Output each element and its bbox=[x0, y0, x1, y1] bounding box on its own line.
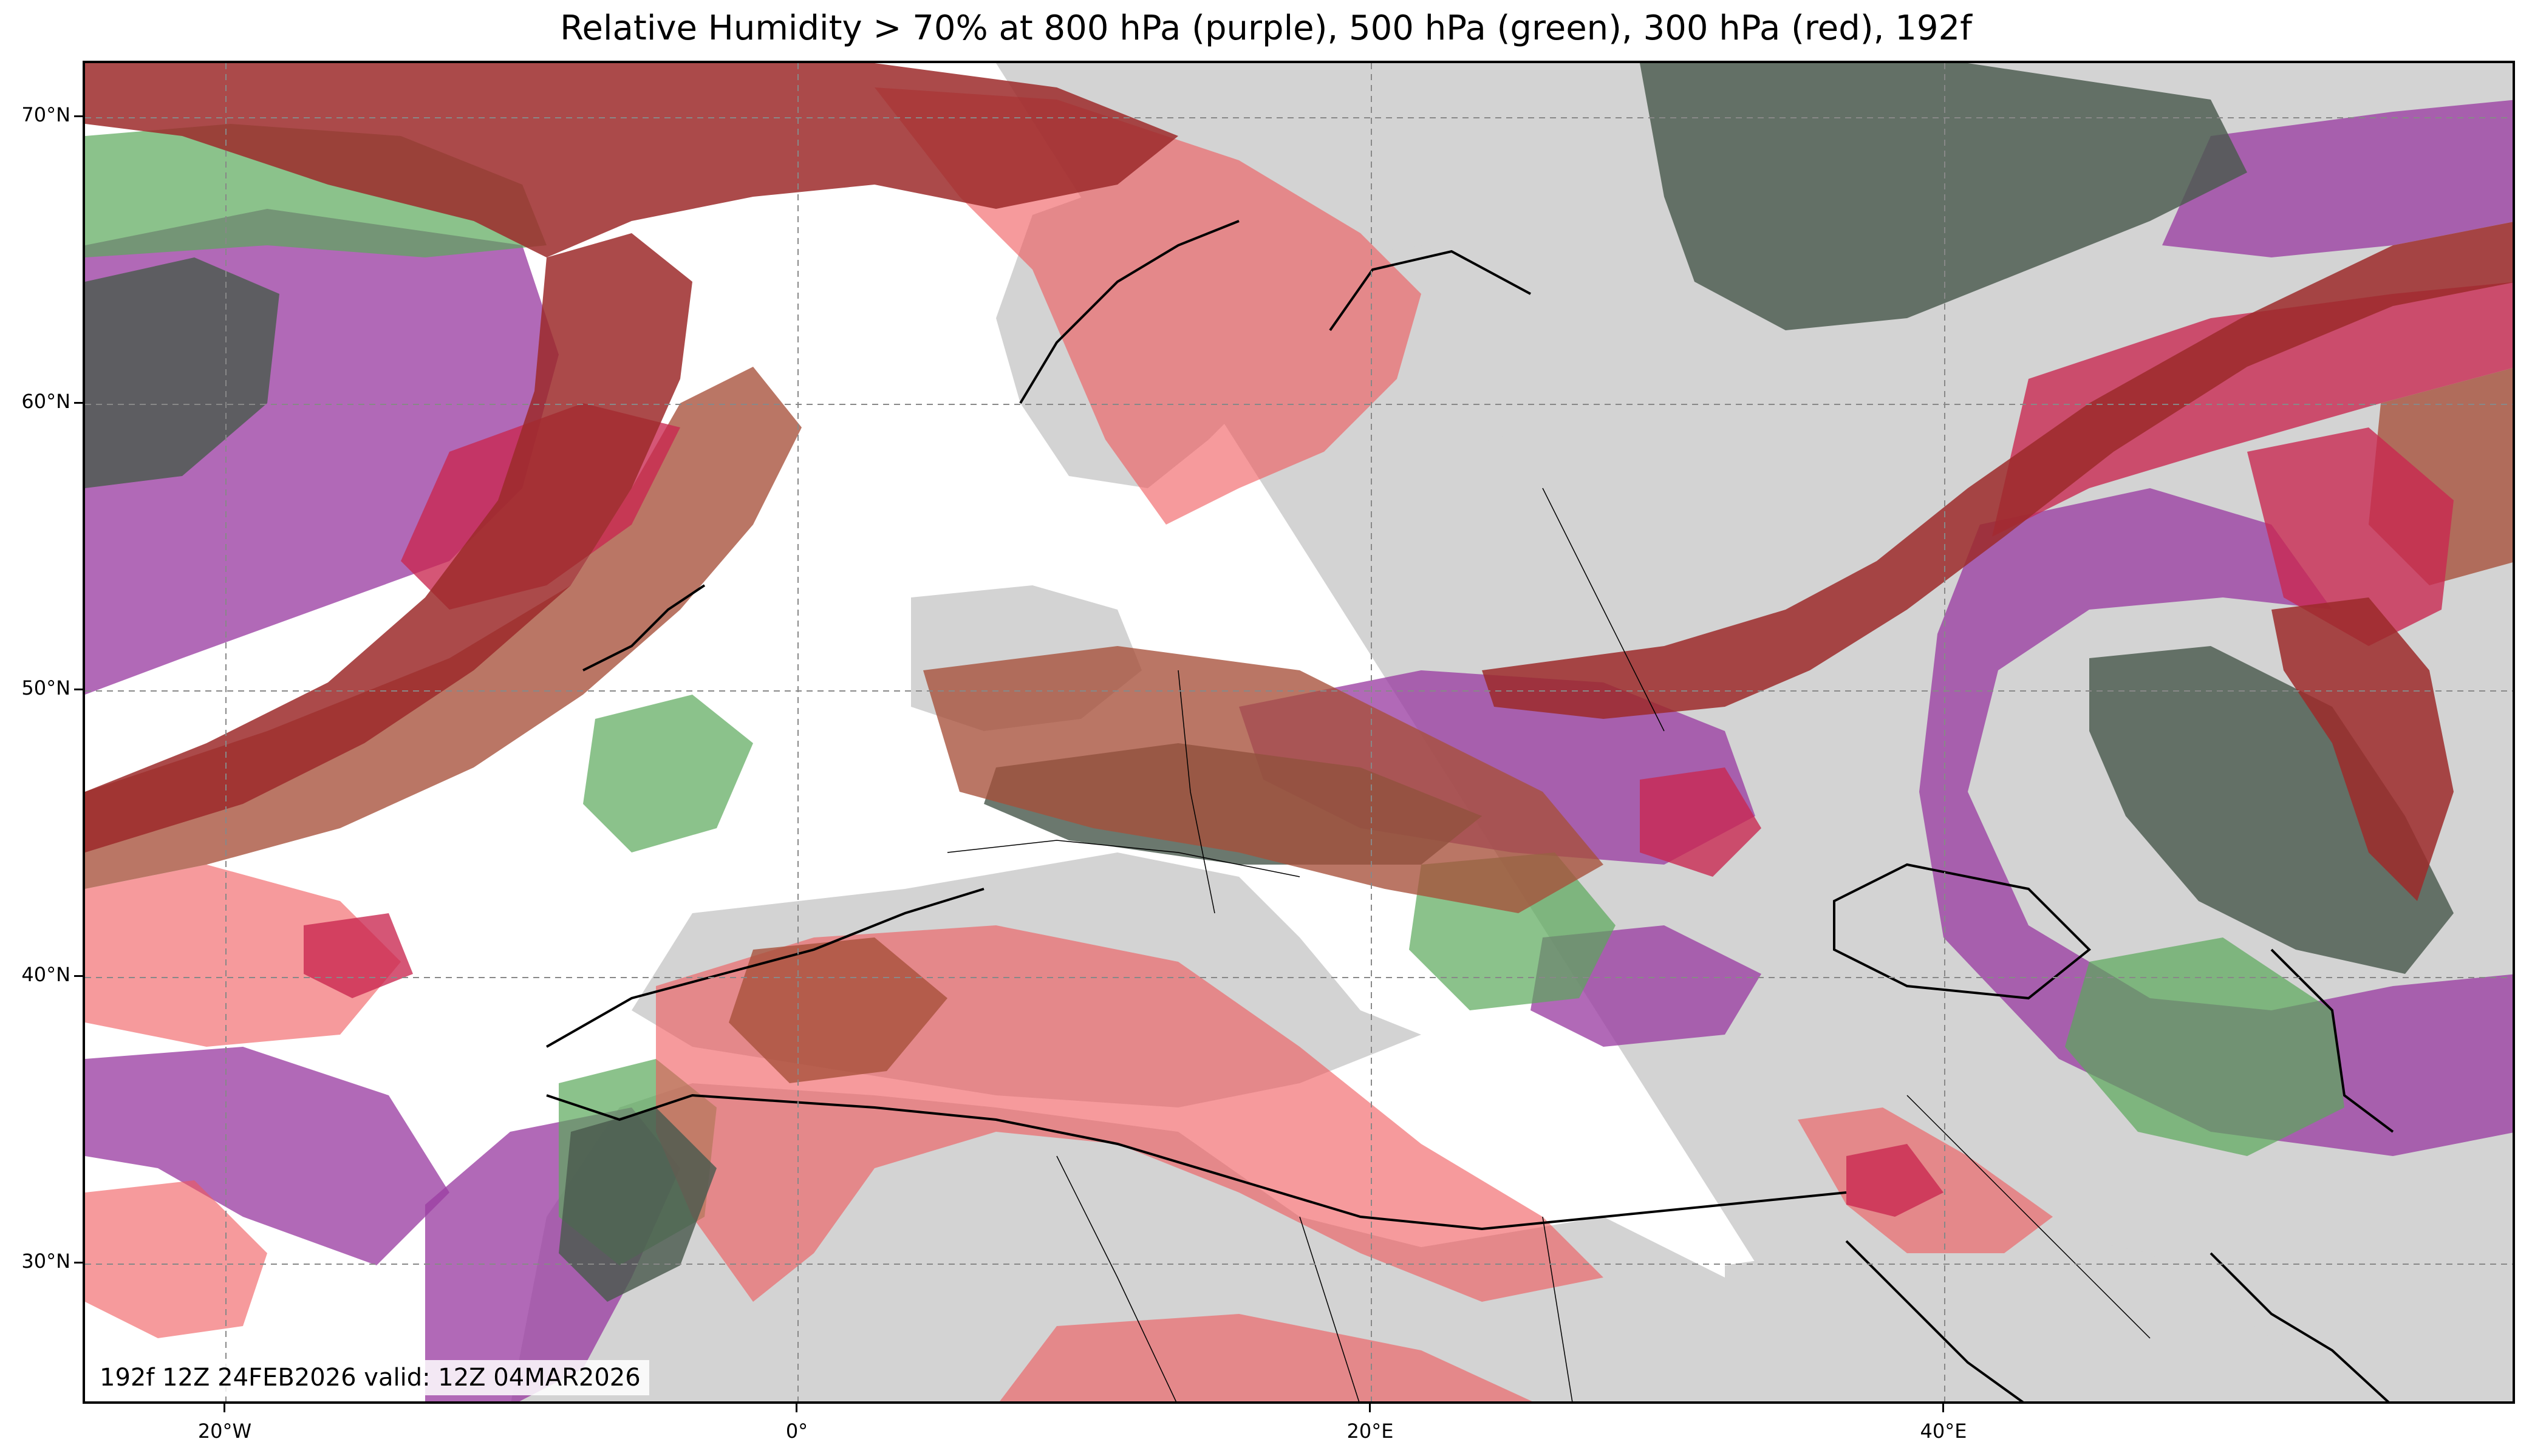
lon-label-40e: 40°E bbox=[1920, 1420, 1967, 1443]
coastlines bbox=[546, 220, 2394, 1401]
lon-tick-mark bbox=[1369, 1404, 1371, 1412]
lat-label-50n: 50°N bbox=[21, 676, 70, 699]
lat-label-40n: 40°N bbox=[21, 963, 70, 986]
lat-tick-mark bbox=[74, 975, 83, 977]
lon-label-0: 0° bbox=[785, 1420, 808, 1443]
lat-tick-mark bbox=[74, 402, 83, 404]
graticule bbox=[85, 63, 2513, 1401]
lat-label-30n: 30°N bbox=[21, 1250, 70, 1273]
lon-label-20e: 20°E bbox=[1346, 1420, 1394, 1443]
map-title: Relative Humidity > 70% at 800 hPa (purp… bbox=[560, 9, 1972, 48]
lat-tick-mark bbox=[74, 115, 83, 117]
map-area[interactable] bbox=[83, 61, 2515, 1404]
overlap-darkred-layer bbox=[85, 63, 2513, 901]
humidity-map bbox=[85, 63, 2513, 1401]
lat-label-60n: 60°N bbox=[21, 390, 70, 413]
lat-tick-mark bbox=[74, 689, 83, 690]
lon-tick-mark bbox=[796, 1404, 797, 1412]
country-borders bbox=[947, 488, 2151, 1401]
lon-label-20w: 20°W bbox=[197, 1420, 252, 1443]
lat-label-70n: 70°N bbox=[21, 103, 70, 126]
valid-time-label: 192f 12Z 24FEB2026 valid: 12Z 04MAR2026 bbox=[91, 1360, 649, 1395]
lon-tick-mark bbox=[224, 1404, 225, 1412]
lat-tick-mark bbox=[74, 1262, 83, 1264]
lon-tick-mark bbox=[1942, 1404, 1944, 1412]
